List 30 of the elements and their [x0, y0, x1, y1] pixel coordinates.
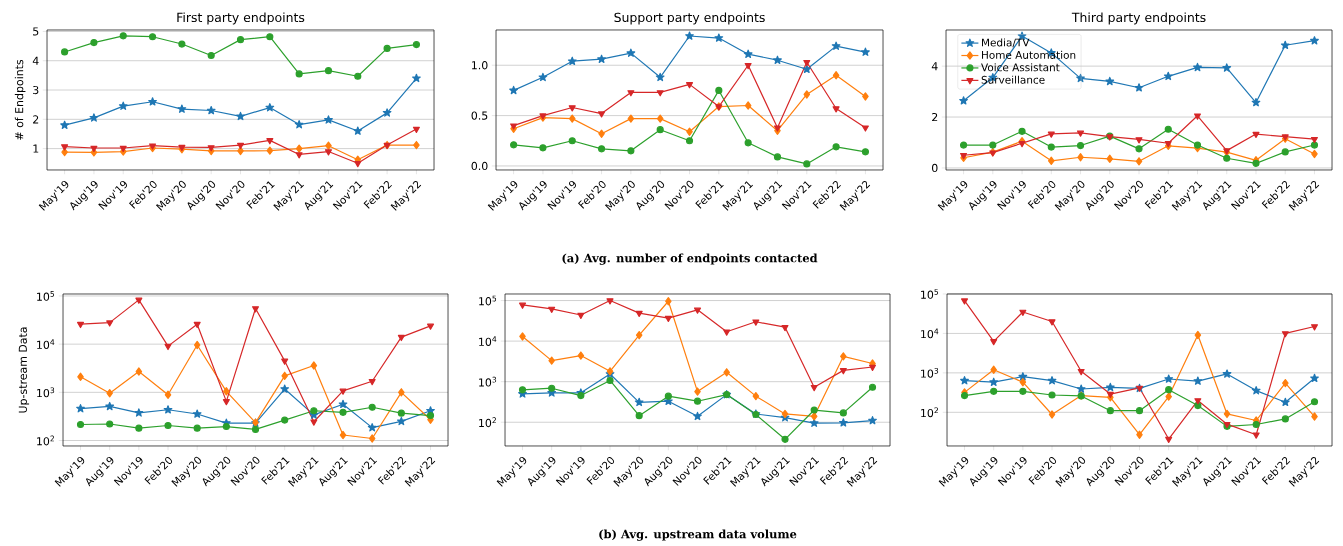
y-tick-label: 10$^{2}$	[921, 407, 938, 418]
y-tick-label: 0.0	[471, 161, 488, 171]
y-tick-label: 10$^{3}$	[37, 387, 55, 398]
text: (b) Avg. upstream data volume	[599, 529, 797, 541]
chart-title: Support party endpoints	[614, 12, 765, 25]
y-tick-label: 10$^{2}$	[479, 417, 496, 428]
y-tick-label: 10$^{5}$	[921, 289, 939, 299]
y-tick-label: 0	[931, 163, 938, 173]
y-tick-label: 0.5	[471, 111, 488, 120]
y-tick-label: 10$^{3}$	[479, 376, 497, 387]
y-tick-label: 2	[33, 115, 39, 124]
y-tick-label: 1.0	[472, 61, 488, 70]
y-tick-label: 10$^{2}$	[37, 435, 54, 446]
y-tick-label: 3	[33, 85, 39, 95]
y-tick-label: 10$^{4}$	[921, 328, 939, 339]
y-tick-label: 10$^{4}$	[479, 336, 497, 346]
y-tick-label: 10$^{5}$	[37, 291, 55, 301]
y-tick-label: 4	[931, 62, 938, 71]
y-tick-label: 2	[932, 112, 938, 122]
chart-title: Third party endpoints	[1071, 12, 1206, 25]
y-tick-label: 10$^{5}$	[479, 295, 497, 306]
y-tick-label: 1	[33, 144, 39, 153]
y-axis-title: # of Endpoints	[14, 59, 26, 140]
y-tick-label: 4	[32, 56, 39, 65]
chart-title: First party endpoints	[177, 12, 305, 25]
y-tick-label: 10$^{3}$	[921, 367, 939, 378]
y-tick-label: 5	[33, 27, 39, 36]
y-axis-title: Up-stream Data	[18, 327, 30, 413]
y-tick-label: 10$^{4}$	[37, 339, 55, 350]
text: (a) Avg. number of endpoints contacted	[562, 253, 818, 265]
